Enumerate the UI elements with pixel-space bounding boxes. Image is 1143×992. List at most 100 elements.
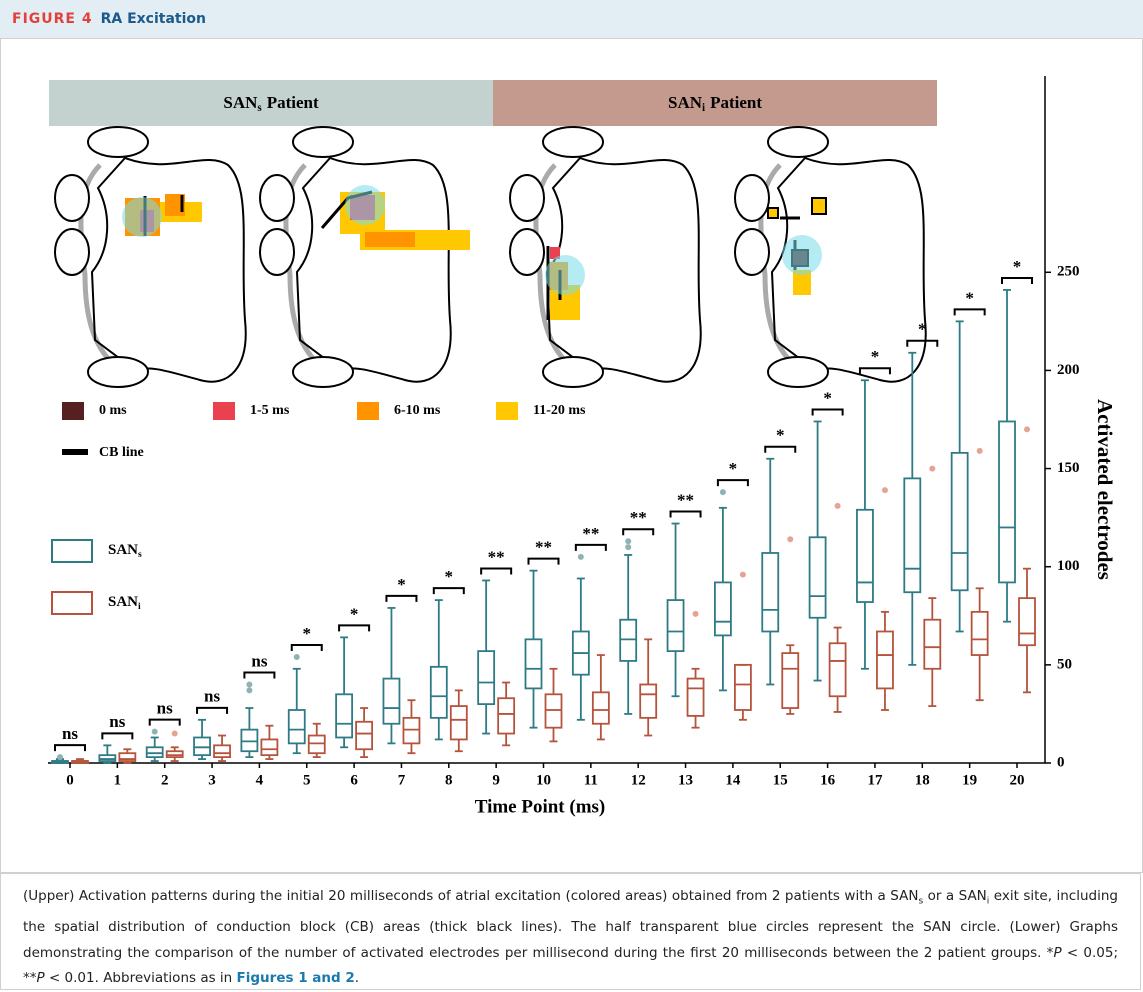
- y-tick-label: 200: [1057, 362, 1080, 378]
- outlier: [977, 448, 983, 454]
- label-base: SAN: [668, 93, 703, 112]
- box: [356, 722, 372, 749]
- box: [877, 631, 893, 688]
- significance-label: *: [918, 320, 927, 339]
- significance-label: **: [535, 538, 552, 557]
- box: [309, 736, 325, 754]
- significance-bracket: [55, 745, 85, 751]
- label-sub: s: [257, 102, 262, 114]
- box: [336, 694, 352, 737]
- label-base: SAN: [223, 93, 258, 112]
- label: SANi: [108, 594, 141, 612]
- significance-label: *: [397, 575, 406, 594]
- page: {"header": {"label": "FIGURE 4", "title"…: [0, 0, 1143, 992]
- activation-maps: [55, 127, 926, 387]
- box: [289, 710, 305, 743]
- significance-label: ns: [204, 687, 220, 706]
- outlier: [246, 687, 252, 693]
- significance-label: *: [350, 604, 359, 623]
- box: [640, 684, 656, 717]
- significance-label: *: [776, 426, 785, 445]
- significance-bracket: [339, 625, 369, 631]
- box: [99, 755, 115, 761]
- x-tick-label: 11: [584, 772, 598, 788]
- caption-text[interactable]: Figures 1 and 2: [237, 970, 355, 986]
- significance-label: ns: [62, 724, 78, 743]
- x-tick-label: 19: [962, 772, 977, 788]
- map-legend-label: 11-20 ms: [533, 403, 586, 418]
- x-tick-label: 10: [536, 772, 551, 788]
- box: [782, 653, 798, 708]
- significance-label: ns: [109, 712, 125, 731]
- map-legend-swatch: [62, 402, 84, 420]
- x-tick-label: 17: [867, 772, 883, 788]
- significance-label: **: [677, 490, 694, 509]
- caption-text: P: [37, 970, 45, 986]
- significance-label: *: [823, 388, 832, 407]
- y-tick-label: 150: [1057, 460, 1080, 476]
- x-tick-label: 5: [303, 772, 311, 788]
- map-legend-label: 0 ms: [99, 403, 127, 418]
- atrium-map: [510, 127, 701, 387]
- box: [924, 620, 940, 669]
- outlier: [246, 681, 252, 687]
- significance-bracket: [718, 480, 748, 486]
- significance-bracket: [481, 568, 511, 574]
- x-tick-label: 4: [256, 772, 264, 788]
- figure-title: RA Excitation: [101, 11, 206, 27]
- outlier: [929, 466, 935, 472]
- caption-text: .: [355, 970, 359, 986]
- caption-text: or a SAN: [923, 888, 987, 904]
- significance-bracket: [102, 733, 132, 739]
- box: [431, 667, 447, 718]
- legend-swatch: [52, 540, 92, 562]
- y-tick-label: 0: [1057, 754, 1065, 770]
- outlier: [882, 487, 888, 493]
- outlier: [578, 554, 584, 560]
- map-legend-swatch: [357, 402, 379, 420]
- significance-label: *: [871, 347, 880, 366]
- x-tick-label: 16: [820, 772, 836, 788]
- atrium-map: [55, 127, 246, 387]
- box: [830, 643, 846, 696]
- significance-bracket: [671, 512, 701, 518]
- box: [261, 739, 277, 755]
- y-tick-label: 100: [1057, 558, 1080, 574]
- label-base: SAN: [108, 594, 138, 610]
- x-tick-label: 13: [678, 772, 693, 788]
- significance-bracket: [860, 368, 890, 374]
- significance-label: *: [965, 288, 974, 307]
- significance-label: *: [729, 459, 738, 478]
- map-legend-label: 1-5 ms: [250, 403, 290, 418]
- box: [478, 651, 494, 704]
- outlier: [152, 729, 158, 735]
- box: [857, 510, 873, 602]
- box: [194, 737, 210, 755]
- x-tick-label: 1: [114, 772, 122, 788]
- outlier: [625, 544, 631, 550]
- outlier: [172, 731, 178, 737]
- box: [147, 747, 163, 757]
- x-tick-label: 14: [725, 772, 741, 788]
- box: [715, 582, 731, 635]
- box: [526, 639, 542, 688]
- x-tick-label: 3: [208, 772, 216, 788]
- box: [451, 706, 467, 739]
- significance-label: *: [445, 567, 454, 586]
- box: [952, 453, 968, 590]
- outlier: [693, 611, 699, 617]
- box: [972, 612, 988, 655]
- box: [403, 718, 419, 744]
- figure-label: FIGURE 4: [12, 11, 93, 27]
- caption: (Upper) Activation patterns during the i…: [0, 873, 1141, 990]
- y-tick-label: 50: [1057, 656, 1072, 672]
- significance-bracket: [907, 341, 937, 347]
- significance-label: **: [488, 547, 505, 566]
- outlier: [294, 654, 300, 660]
- y-tick-label: 250: [1057, 264, 1080, 280]
- outlier: [720, 489, 726, 495]
- significance-label: *: [303, 624, 312, 643]
- x-tick-label: 6: [350, 772, 358, 788]
